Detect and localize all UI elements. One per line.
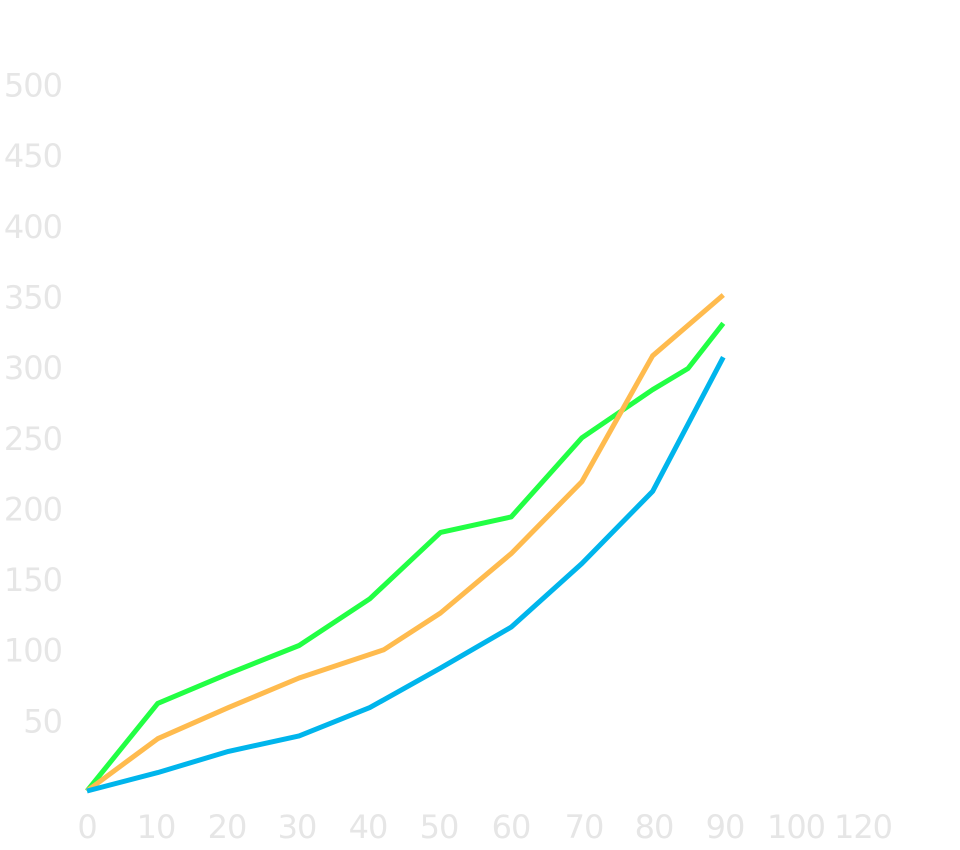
x-tick-label: 90	[706, 808, 745, 846]
x-tick-label: 50	[420, 808, 459, 846]
x-axis-ticks: 0 10 20 30 40 50 60 70 80 90 100 120	[77, 808, 893, 846]
y-axis-ticks: 50 100 150 200 250 300 350 400 450 500	[4, 67, 63, 741]
y-tick-label: 200	[4, 490, 62, 528]
y-tick-label: 50	[23, 702, 62, 740]
y-tick-label: 300	[4, 349, 62, 387]
y-tick-label: 250	[4, 420, 62, 458]
series-line-1	[85, 321, 726, 793]
x-tick-label: 20	[208, 808, 247, 846]
y-tick-label: 450	[4, 137, 62, 175]
x-tick-label: 30	[278, 808, 317, 846]
x-tick-label: 100	[767, 808, 825, 846]
y-tick-label: 100	[4, 632, 62, 670]
x-tick-label: 70	[565, 808, 604, 846]
y-tick-label: 150	[4, 561, 62, 599]
y-tick-label: 500	[4, 67, 62, 105]
y-tick-label: 400	[4, 208, 62, 246]
series-line-2	[85, 293, 725, 794]
x-tick-label: 120	[834, 808, 892, 846]
x-tick-label: 40	[349, 808, 388, 846]
x-tick-label: 10	[137, 808, 176, 846]
y-tick-label: 350	[4, 278, 62, 316]
series-layer	[85, 293, 726, 794]
series-line-3	[86, 356, 726, 794]
x-tick-label: 80	[635, 808, 674, 846]
x-tick-label: 0	[77, 808, 96, 846]
x-tick-label: 60	[492, 808, 531, 846]
